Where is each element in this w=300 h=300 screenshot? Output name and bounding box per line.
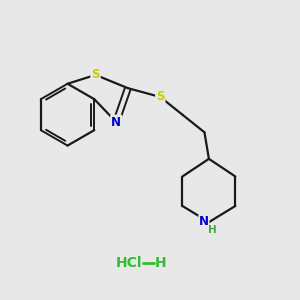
Text: H: H [154, 256, 166, 270]
Text: S: S [91, 68, 100, 81]
Text: N: N [111, 116, 121, 128]
Text: H: H [208, 225, 217, 236]
Text: HCl: HCl [116, 256, 142, 270]
Text: N: N [199, 215, 209, 228]
Text: S: S [156, 91, 165, 103]
